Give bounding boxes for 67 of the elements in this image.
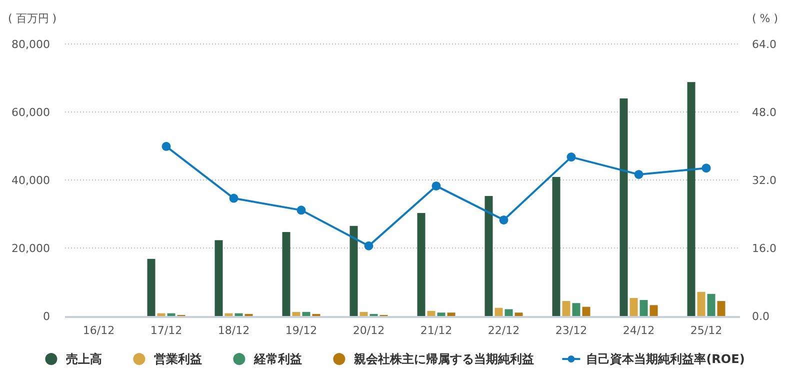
bar — [484, 196, 493, 316]
y2-tick-label: 48.0 — [752, 106, 776, 119]
x-tick-label: 25/12 — [690, 324, 722, 337]
bar — [417, 212, 426, 316]
bar — [687, 82, 696, 316]
bar — [447, 312, 456, 316]
point — [702, 164, 711, 173]
legend-label: 売上高 — [66, 352, 102, 366]
legend-label: 営業利益 — [154, 352, 202, 366]
y-axis-title: ( 百万円 ) — [8, 12, 57, 25]
point — [566, 152, 576, 162]
bar — [157, 313, 166, 316]
x-tick-label: 17/12 — [150, 324, 182, 337]
point — [634, 170, 644, 179]
bar — [282, 232, 290, 316]
legend-label: 親会社株主に帰属する当期純利益 — [353, 352, 534, 366]
bar — [572, 303, 580, 316]
bar — [214, 240, 223, 316]
bar — [360, 312, 368, 316]
bar — [234, 313, 243, 316]
x-tick-label: 21/12 — [420, 324, 452, 337]
bar — [350, 226, 358, 316]
bar — [494, 308, 503, 316]
bar — [717, 301, 726, 316]
y2-tick-label: 32.0 — [752, 174, 776, 187]
bar — [437, 312, 446, 316]
bar — [224, 313, 233, 316]
x-tick-label: 23/12 — [555, 324, 588, 337]
bar — [640, 300, 648, 316]
y-tick-label: 60,000 — [12, 106, 50, 119]
bar — [707, 294, 716, 316]
legend-label: 経常利益 — [253, 352, 302, 366]
bar — [504, 309, 513, 316]
bar — [650, 305, 658, 316]
x-tick-label: 16/12 — [82, 324, 115, 337]
bar — [147, 258, 156, 316]
x-tick-label: 18/12 — [218, 324, 250, 337]
bar — [630, 298, 638, 316]
y2-tick-label: 0.0 — [752, 310, 770, 323]
bar — [582, 306, 590, 316]
bar — [620, 98, 628, 316]
bar — [292, 312, 300, 316]
bar — [167, 313, 176, 316]
bar — [514, 312, 523, 316]
y-tick-label: 40,000 — [12, 174, 50, 187]
y-tick-label: 20,000 — [12, 242, 50, 255]
bar — [562, 301, 570, 316]
x-tick-label: 20/12 — [352, 324, 385, 337]
bar — [552, 176, 560, 316]
point — [499, 215, 508, 224]
legend-label: 自己資本当期純利益率(ROE) — [586, 352, 745, 366]
y2-tick-label: 64.0 — [752, 38, 776, 51]
x-tick-label: 24/12 — [622, 324, 655, 337]
y2-axis-title: ( % ) — [752, 12, 778, 25]
bar — [427, 310, 436, 316]
point — [162, 142, 171, 151]
bar — [697, 292, 706, 316]
point — [229, 194, 238, 203]
point — [364, 241, 374, 250]
bar — [302, 312, 310, 316]
x-tick-label: 22/12 — [488, 324, 520, 337]
x-tick-label: 19/12 — [285, 324, 318, 337]
point — [432, 181, 441, 190]
y-tick-label: 0 — [43, 310, 50, 323]
point — [296, 206, 306, 215]
y-tick-label: 80,000 — [12, 38, 50, 51]
y2-tick-label: 16.0 — [752, 242, 776, 255]
